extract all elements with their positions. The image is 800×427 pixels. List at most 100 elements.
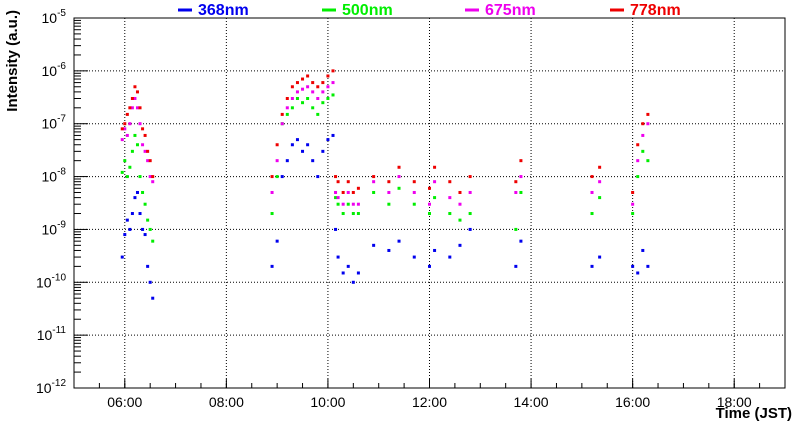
- y-tick-label: 10-8: [42, 167, 67, 185]
- data-point: [316, 112, 320, 116]
- data-point: [130, 149, 134, 153]
- data-point: [321, 81, 325, 85]
- data-point: [646, 122, 650, 126]
- y-tick-base: 10: [36, 274, 52, 290]
- data-point: [448, 180, 452, 184]
- data-point: [433, 248, 437, 252]
- data-point: [275, 175, 279, 179]
- data-point: [270, 264, 274, 268]
- data-point: [146, 264, 150, 268]
- data-point: [130, 106, 134, 110]
- data-point: [151, 180, 155, 184]
- data-point: [412, 190, 416, 194]
- data-point: [316, 96, 320, 100]
- data-point: [590, 190, 594, 194]
- data-point: [331, 81, 335, 85]
- data-point: [433, 165, 437, 169]
- data-point: [275, 239, 279, 243]
- data-point: [356, 212, 360, 216]
- data-point: [519, 190, 523, 194]
- data-point: [285, 112, 289, 116]
- data-point: [387, 202, 391, 206]
- data-point: [138, 175, 142, 179]
- data-point: [148, 227, 152, 231]
- data-point: [143, 202, 147, 206]
- data-point: [280, 122, 284, 126]
- data-point: [631, 190, 635, 194]
- data-point: [351, 190, 355, 194]
- y-tick-base: 10: [42, 63, 58, 79]
- data-point: [590, 264, 594, 268]
- data-point: [138, 122, 142, 126]
- data-point: [326, 96, 330, 100]
- data-point: [141, 143, 145, 147]
- x-tick-label: 06:00: [107, 394, 142, 410]
- data-point: [290, 143, 294, 147]
- y-axis-label: Intensity (a.u.): [4, 10, 21, 112]
- data-point: [397, 239, 401, 243]
- data-point: [351, 202, 355, 206]
- data-point: [148, 159, 152, 163]
- data-point: [290, 85, 294, 89]
- data-point: [412, 202, 416, 206]
- data-point: [514, 180, 518, 184]
- data-point: [321, 90, 325, 94]
- data-point: [397, 186, 401, 190]
- data-point: [133, 96, 137, 100]
- data-point: [341, 190, 345, 194]
- data-point: [295, 138, 299, 142]
- data-point: [285, 96, 289, 100]
- data-point: [120, 255, 124, 259]
- data-point: [397, 165, 401, 169]
- data-point: [458, 190, 462, 194]
- data-point: [151, 175, 155, 179]
- data-point: [412, 180, 416, 184]
- data-point: [631, 202, 635, 206]
- x-tick-label: 18:00: [717, 394, 752, 410]
- data-point: [290, 96, 294, 100]
- data-point: [646, 112, 650, 116]
- data-point: [270, 190, 274, 194]
- y-tick-label: 10-9: [42, 219, 67, 237]
- data-point: [331, 93, 335, 97]
- data-point: [336, 180, 340, 184]
- data-point: [334, 196, 338, 200]
- data-point: [341, 202, 345, 206]
- data-point: [519, 175, 523, 179]
- legend-label-778nm: 778nm: [630, 2, 681, 19]
- data-point: [341, 271, 345, 275]
- data-point: [290, 106, 294, 110]
- data-point: [301, 87, 305, 91]
- data-point: [346, 190, 350, 194]
- x-axis-ticks: 06:00 08:00 10:00 12:00 14:00 16:00 18:00: [73, 379, 786, 410]
- data-point: [295, 96, 299, 100]
- data-point: [351, 280, 355, 284]
- y-tick-exponent: -5: [57, 8, 66, 19]
- data-point: [458, 243, 462, 247]
- data-point: [372, 243, 376, 247]
- data-point: [641, 248, 645, 252]
- data-point: [128, 227, 132, 231]
- data-point: [458, 218, 462, 222]
- y-tick-label: 10-11: [37, 325, 67, 343]
- data-point: [646, 264, 650, 268]
- data-point: [270, 212, 274, 216]
- data-point: [519, 159, 523, 163]
- data-point: [311, 81, 315, 85]
- data-point: [295, 81, 299, 85]
- data-point: [356, 186, 360, 190]
- data-point: [372, 180, 376, 184]
- data-point: [141, 190, 145, 194]
- data-point: [128, 165, 132, 169]
- data-point: [468, 190, 472, 194]
- data-point: [311, 159, 315, 163]
- data-point: [138, 212, 142, 216]
- data-point: [590, 212, 594, 216]
- y-tick-base: 10: [42, 10, 58, 26]
- data-point: [346, 202, 350, 206]
- data-point: [133, 85, 137, 89]
- data-point: [397, 175, 401, 179]
- y-tick-exponent: -12: [52, 378, 67, 389]
- legend-label-675nm: 675nm: [485, 2, 536, 19]
- data-point: [123, 233, 127, 237]
